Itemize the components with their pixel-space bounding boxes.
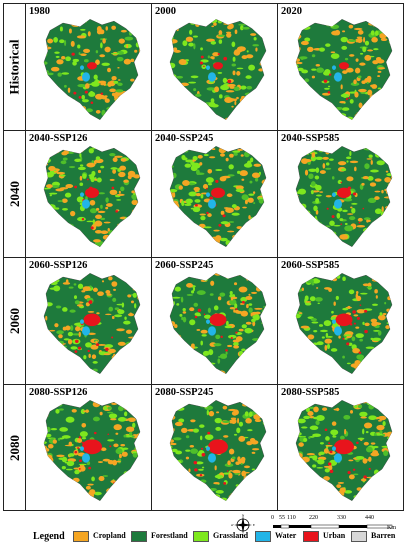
land-use-map xyxy=(295,19,393,120)
legend-label-grassland: Grassland xyxy=(213,531,249,540)
land-use-map xyxy=(295,146,393,247)
scale-unit: Km xyxy=(387,525,396,531)
legend-swatch-urban xyxy=(303,531,319,542)
compass-rose-icon: N S W E xyxy=(231,514,255,536)
legend-swatch-cropland xyxy=(73,531,89,542)
row-label-historical: Historical xyxy=(4,4,26,131)
land-use-map xyxy=(43,19,141,120)
land-use-map xyxy=(43,146,141,247)
row-label-2080: 2080 xyxy=(4,385,26,510)
panel-title: 2080-SSP126 xyxy=(29,387,88,398)
panel-title: 2060-SSP245 xyxy=(155,260,214,271)
land-use-map xyxy=(169,400,267,501)
panel-title: 2020 xyxy=(281,6,302,17)
map-panel: 2040-SSP585 xyxy=(278,131,403,258)
scale-tick: 330 xyxy=(337,515,346,521)
legend-swatch-grassland xyxy=(193,531,209,542)
land-use-map xyxy=(43,273,141,374)
legend-label-cropland: Cropland xyxy=(93,531,126,540)
compass-s: S xyxy=(242,533,244,536)
row-label-text: 2040 xyxy=(6,181,22,207)
legend-swatch-forestland xyxy=(131,531,147,542)
scale-bar-graphic xyxy=(273,524,393,529)
land-use-map xyxy=(169,146,267,247)
scale-tick: 440 xyxy=(365,515,374,521)
legend: Legend Cropland Forestland Grassland Wat… xyxy=(3,514,404,548)
scale-tick: 220 xyxy=(309,515,318,521)
scale-tick: 110 xyxy=(287,515,296,521)
land-use-map xyxy=(169,19,267,120)
map-grid: Historical 2040 2060 2080 1980 2000 2020… xyxy=(3,3,404,511)
legend-label-water: Water xyxy=(275,531,297,540)
panel-title: 2060-SSP585 xyxy=(281,260,340,271)
panel-title: 2040-SSP585 xyxy=(281,133,340,144)
row-label-text: 2060 xyxy=(6,308,22,334)
legend-label-urban: Urban xyxy=(323,531,346,540)
scale-tick: 55 xyxy=(279,515,285,521)
map-panel: 2060-SSP585 xyxy=(278,258,403,385)
scale-bar: 0 55 110 220 330 440 Km xyxy=(271,515,401,545)
map-panel: 2020 xyxy=(278,4,403,131)
land-use-map xyxy=(295,400,393,501)
map-panel: 2040-SSP245 xyxy=(152,131,278,258)
panel-title: 2040-SSP245 xyxy=(155,133,214,144)
row-label-text: Historical xyxy=(6,39,22,95)
row-label-2040: 2040 xyxy=(4,131,26,258)
row-label-text: 2080 xyxy=(6,434,22,461)
row-label-2060: 2060 xyxy=(4,258,26,385)
legend-title: Legend xyxy=(33,531,65,542)
panel-title: 2000 xyxy=(155,6,176,17)
scale-tick: 0 xyxy=(271,515,274,521)
panel-title: 2040-SSP126 xyxy=(29,133,88,144)
land-use-map xyxy=(43,400,141,501)
legend-swatch-barren xyxy=(351,531,367,542)
panel-title: 2080-SSP245 xyxy=(155,387,214,398)
map-panel: 2060-SSP245 xyxy=(152,258,278,385)
map-panel: 2000 xyxy=(152,4,278,131)
land-use-map xyxy=(169,273,267,374)
panel-title: 2080-SSP585 xyxy=(281,387,340,398)
compass-w: W xyxy=(231,523,234,527)
panel-title: 2060-SSP126 xyxy=(29,260,88,271)
legend-label-forestland: Forestland xyxy=(151,531,188,540)
compass-e: E xyxy=(253,523,255,527)
map-panel: 2080-SSP585 xyxy=(278,385,403,510)
map-panel: 2040-SSP126 xyxy=(26,131,152,258)
land-use-map xyxy=(295,273,393,374)
legend-label-barren: Barren xyxy=(371,531,396,540)
map-panel: 1980 xyxy=(26,4,152,131)
compass-n: N xyxy=(242,514,245,518)
panel-title: 1980 xyxy=(29,6,50,17)
map-panel: 2060-SSP126 xyxy=(26,258,152,385)
map-panel: 2080-SSP126 xyxy=(26,385,152,510)
map-panel: 2080-SSP245 xyxy=(152,385,278,510)
legend-swatch-water xyxy=(255,531,271,542)
